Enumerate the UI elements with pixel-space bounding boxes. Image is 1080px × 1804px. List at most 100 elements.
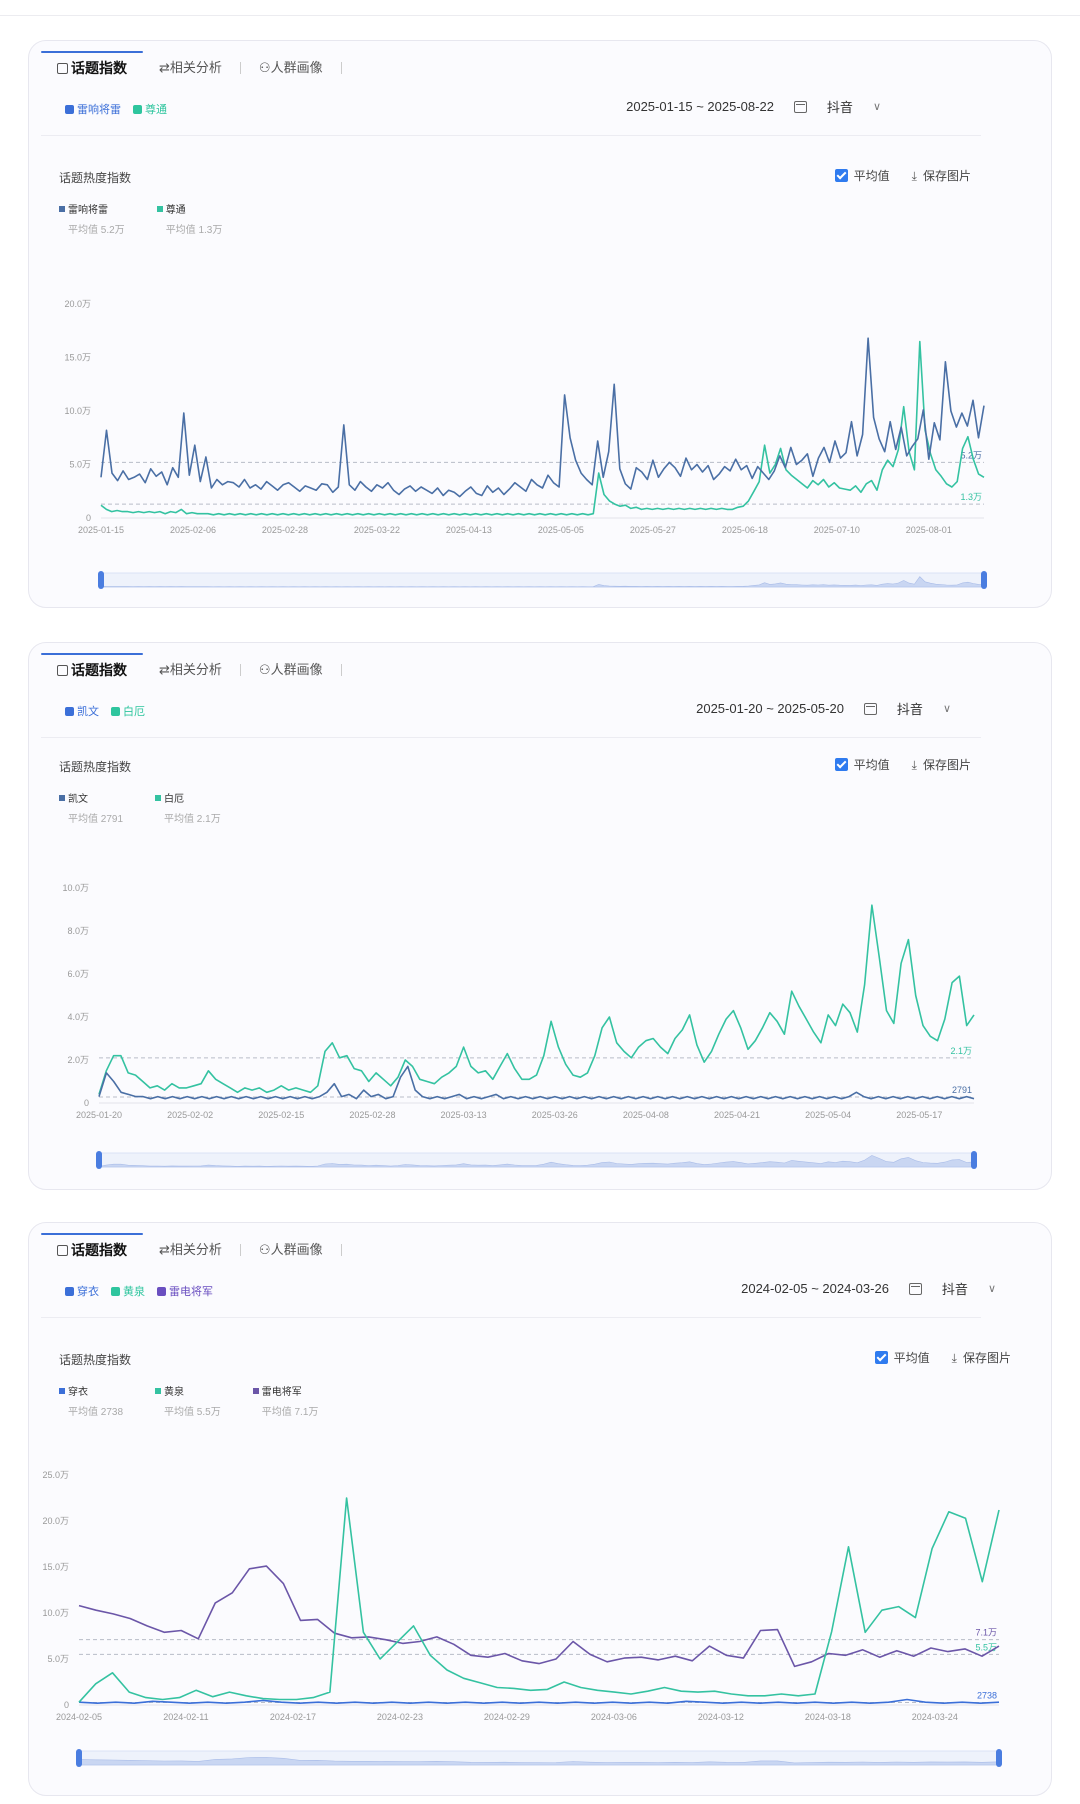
topic-chip[interactable]: 黄泉 <box>111 1283 145 1299</box>
calendar-icon[interactable] <box>863 702 877 715</box>
calendar-icon[interactable] <box>908 1282 922 1295</box>
tab-topic-index[interactable]: 话题指数 <box>41 1233 143 1267</box>
average-checkbox[interactable] <box>834 169 848 182</box>
zoom-handle-left[interactable] <box>98 571 104 589</box>
save-image-button[interactable]: ⤓ 保存图片 <box>912 756 971 773</box>
chart-tools: 平均值 ⤓ 保存图片 <box>874 1349 1011 1366</box>
chevron-down-icon[interactable]: ∨ <box>942 703 951 715</box>
tab-related-analysis[interactable]: ⇄相关分析 <box>143 653 238 687</box>
zoom-handle-left[interactable] <box>96 1151 102 1169</box>
legend-name: 凯文 <box>59 790 123 805</box>
chip-color-swatch <box>65 706 74 716</box>
chevron-down-icon[interactable]: ∨ <box>872 101 881 113</box>
chip-color-swatch <box>111 706 120 716</box>
download-icon: ⤓ <box>951 1351 957 1365</box>
zoom-handle-left[interactable] <box>76 1749 82 1767</box>
topic-index-icon <box>57 665 68 676</box>
average-checkbox[interactable] <box>874 1351 888 1364</box>
topic-chip[interactable]: 尊通 <box>133 101 167 117</box>
platform-select[interactable]: 抖音 <box>941 1282 968 1297</box>
tab-crowd-profile[interactable]: ⚇人群画像 <box>243 653 339 687</box>
legend-swatch <box>59 794 65 801</box>
average-toggle[interactable]: 平均值 <box>874 1349 930 1366</box>
chart-tools: 平均值 ⤓ 保存图片 <box>834 167 971 184</box>
calendar-icon[interactable] <box>793 100 807 113</box>
related-analysis-icon: ⇄ <box>159 1242 170 1257</box>
tab-crowd-profile[interactable]: ⚇人群画像 <box>243 51 339 85</box>
zoom-handle-right[interactable] <box>971 1151 977 1169</box>
tab-bar: 话题指数 ⇄相关分析 ⚇人群画像 <box>41 1233 344 1267</box>
chip-color-swatch <box>157 1286 166 1296</box>
date-range-picker[interactable]: 2024-02-05 ~ 2024-03-26 抖音 ∨ <box>741 1279 996 1298</box>
zoom-slider-track[interactable] <box>100 572 985 588</box>
zoom-handle-right[interactable] <box>981 571 987 589</box>
legend-entry[interactable]: 雷电将军 平均值 7.1万 <box>252 1383 319 1418</box>
chart-panel: 话题指数 ⇄相关分析 ⚇人群画像 雷响将雷 尊通 2025-01-15 ~ 2025-08… <box>28 40 1052 608</box>
platform-select[interactable]: 抖音 <box>826 100 853 115</box>
x-tick-label: 2025-03-22 <box>354 525 400 535</box>
tab-related-analysis[interactable]: ⇄相关分析 <box>143 1233 238 1267</box>
topic-chip[interactable]: 凯文 <box>65 703 99 719</box>
tab-topic-index[interactable]: 话题指数 <box>41 653 143 687</box>
legend-name: 穿衣 <box>59 1383 123 1398</box>
legend-entry[interactable]: 白厄 平均值 2.1万 <box>155 790 221 825</box>
tab-crowd-profile[interactable]: ⚇人群画像 <box>243 1233 339 1267</box>
date-range-picker[interactable]: 2025-01-15 ~ 2025-08-22 抖音 ∨ <box>626 97 881 116</box>
tab-topic-index[interactable]: 话题指数 <box>41 51 143 85</box>
topic-chip[interactable]: 白厄 <box>111 703 145 719</box>
average-toggle[interactable]: 平均值 <box>834 756 890 773</box>
x-tick-label: 2025-02-15 <box>258 1110 304 1120</box>
tab-bar: 话题指数 ⇄相关分析 ⚇人群画像 <box>41 51 344 85</box>
legend-swatch <box>156 205 163 212</box>
x-tick-label: 2025-05-27 <box>630 525 676 535</box>
average-tag: 7.1万 <box>975 1628 997 1638</box>
crowd-profile-icon: ⚇ <box>258 662 271 677</box>
save-image-button[interactable]: ⤓ 保存图片 <box>912 167 971 184</box>
average-tag: 2791 <box>952 1085 972 1095</box>
related-analysis-icon: ⇄ <box>159 60 170 75</box>
chevron-down-icon[interactable]: ∨ <box>987 1283 996 1295</box>
chart-legend: 穿衣平均值 2738 黄泉 平均值 5.5万 雷电将军 平均值 7.1万 <box>59 1383 318 1418</box>
tab-divider <box>239 1244 241 1256</box>
average-toggle[interactable]: 平均值 <box>834 167 890 184</box>
legend-entry[interactable]: 凯文 平均值 2791 <box>59 790 123 825</box>
average-checkbox[interactable] <box>834 758 848 771</box>
platform-select[interactable]: 抖音 <box>896 702 923 717</box>
x-tick-label: 2025-04-08 <box>623 1110 669 1120</box>
y-tick-label: 6.0万 <box>67 969 89 979</box>
legend-entry[interactable]: 尊通 平均值 1.3万 <box>156 201 223 236</box>
topic-chip[interactable]: 雷响将雷 <box>65 101 121 117</box>
save-image-label: 保存图片 <box>962 1351 1011 1365</box>
chart-title: 话题热度指数 <box>59 1353 132 1367</box>
tab-divider <box>239 62 241 74</box>
chip-label: 雷响将雷 <box>77 104 121 116</box>
download-icon: ⤓ <box>911 758 917 772</box>
x-tick-label: 2025-02-06 <box>170 525 216 535</box>
x-tick-label: 2024-02-29 <box>484 1712 530 1722</box>
zoom-slider-preview <box>98 1155 975 1168</box>
average-tag: 2738 <box>977 1691 997 1701</box>
legend-name: 雷电将军 <box>252 1383 319 1398</box>
chip-label: 穿衣 <box>77 1286 99 1298</box>
average-tag: 5.5万 <box>975 1642 997 1652</box>
date-range-picker[interactable]: 2025-01-20 ~ 2025-05-20 抖音 ∨ <box>696 699 951 718</box>
related-analysis-icon: ⇄ <box>159 662 170 677</box>
x-tick-label: 2024-02-05 <box>56 1712 102 1722</box>
zoom-handle-right[interactable] <box>996 1749 1002 1767</box>
topic-chip[interactable]: 雷电将军 <box>157 1283 213 1299</box>
legend-entry[interactable]: 穿衣平均值 2738 <box>59 1383 123 1418</box>
tab-related-analysis[interactable]: ⇄相关分析 <box>143 51 238 85</box>
topic-chip[interactable]: 穿衣 <box>65 1283 99 1299</box>
chip-color-swatch <box>65 104 74 114</box>
zoom-slider-preview <box>78 1757 1000 1766</box>
x-tick-label: 2025-05-17 <box>896 1110 942 1120</box>
y-tick-label: 20.0万 <box>42 1516 69 1526</box>
legend-entry[interactable]: 黄泉 平均值 5.5万 <box>155 1383 221 1418</box>
tab-label: 话题指数 <box>71 662 127 678</box>
tab-label: 相关分析 <box>169 1242 222 1257</box>
legend-name: 尊通 <box>156 201 223 216</box>
legend-average: 平均值 2738 <box>68 1407 124 1418</box>
save-image-button[interactable]: ⤓ 保存图片 <box>952 1349 1011 1366</box>
legend-entry[interactable]: 雷响将雷 平均值 5.2万 <box>59 201 125 236</box>
tab-divider <box>340 664 342 676</box>
